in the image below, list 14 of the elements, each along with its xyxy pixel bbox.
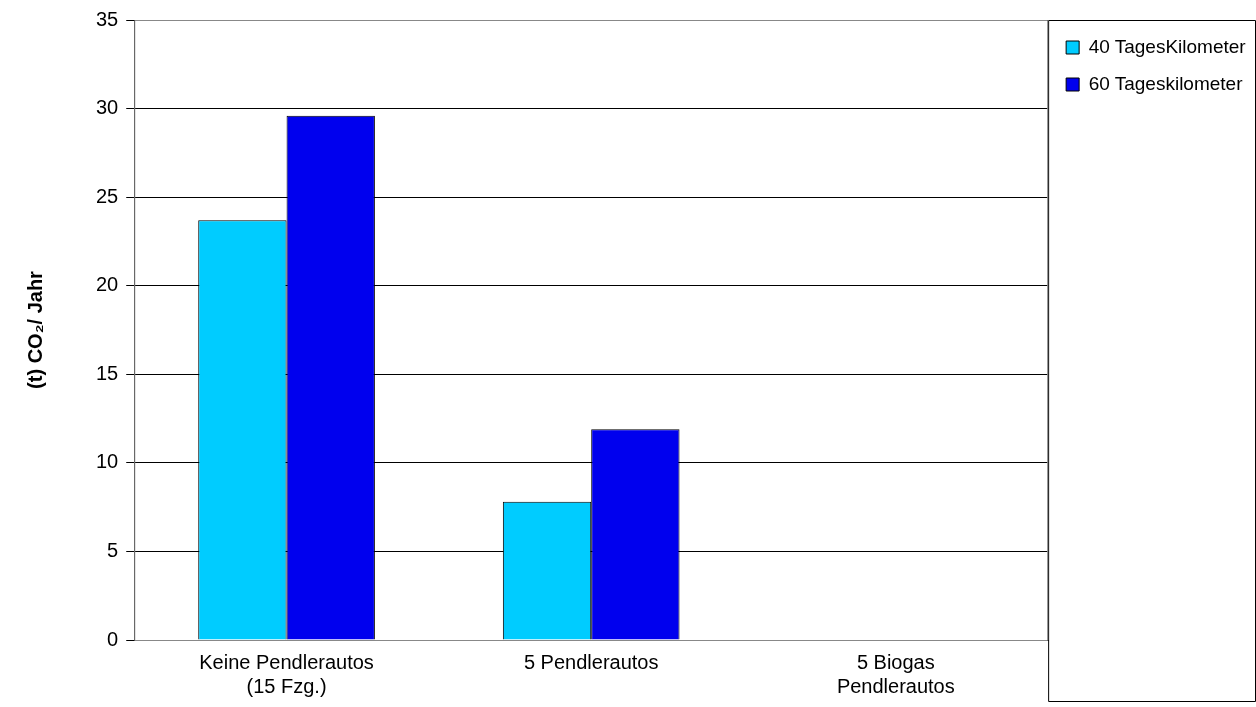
y-axis-title: (t) CO₂/ Jahr: [23, 270, 46, 389]
y-tick-label: 30: [96, 96, 119, 119]
y-tick-label: 5: [107, 538, 119, 561]
y-tick-label: 25: [96, 184, 119, 207]
legend-label: 60 Tageskilometer: [1088, 72, 1244, 94]
x-tick-label: Keine Pendlerautos (15 Fzg.): [199, 650, 374, 697]
legend-label: 40 TagesKilometer: [1088, 35, 1247, 57]
y-tick-label: 10: [96, 450, 119, 473]
y-tick-label: 35: [96, 7, 119, 30]
y-tick-label: 20: [96, 273, 119, 296]
x-tick-label: 5 Pendlerautos: [523, 650, 659, 673]
x-tick-label: 5 Biogas Pendlerautos: [836, 650, 955, 697]
y-tick-label: 15: [96, 361, 119, 384]
y-tick-label: 0: [107, 627, 119, 650]
